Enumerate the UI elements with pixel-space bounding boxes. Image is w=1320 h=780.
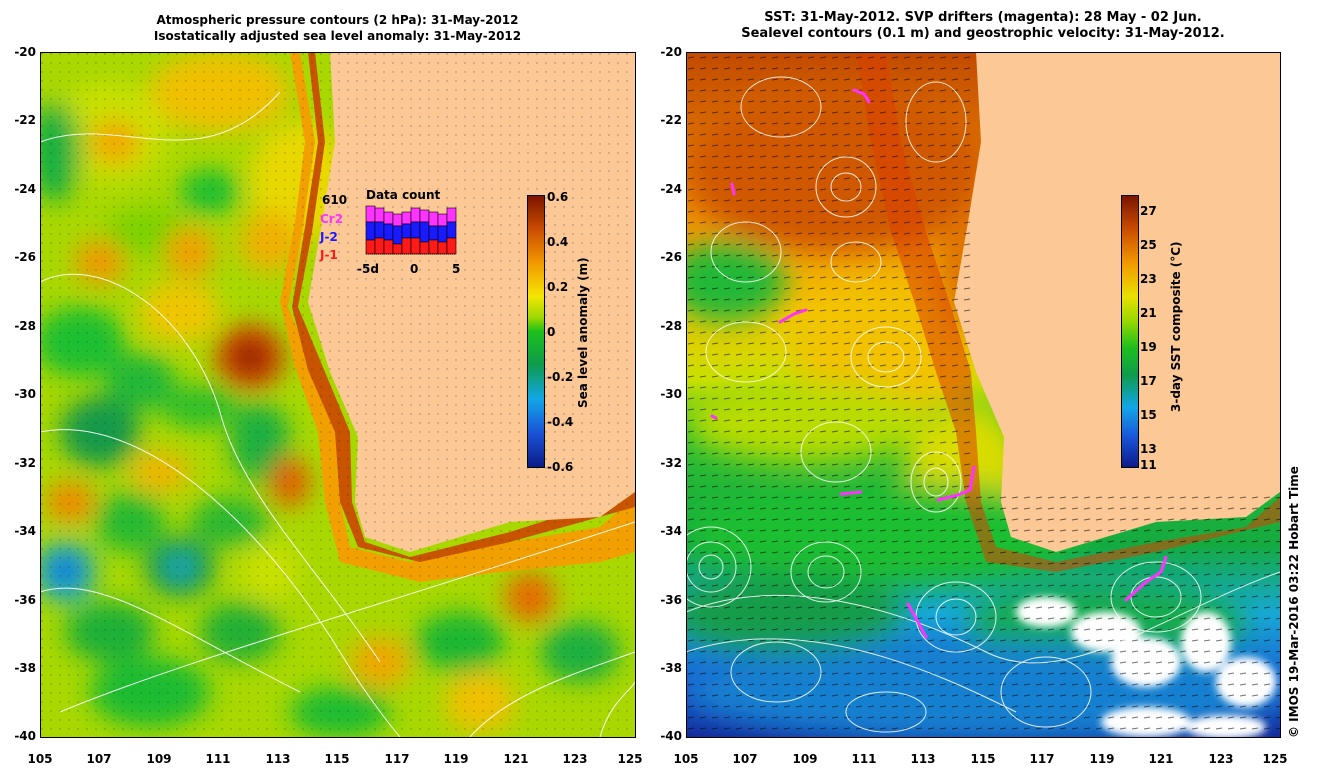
sst-tick-8: 11 — [1140, 458, 1157, 472]
sea-level-colorbar — [527, 195, 545, 468]
lat-tick: -22 — [14, 113, 36, 127]
sst-tick-7: 13 — [1140, 442, 1157, 456]
lon-tick: 121 — [503, 752, 529, 766]
imos-credit: © IMOS 19-Mar-2016 03:22 Hobart Time — [1287, 466, 1301, 738]
lon-tick: 105 — [27, 752, 53, 766]
data-count-axis-min: -5d — [357, 262, 379, 276]
data-count-title: Data count — [366, 188, 441, 202]
lat-tick: -20 — [660, 45, 682, 59]
sea-level-anomaly-field — [40, 52, 635, 737]
lat-tick: -24 — [660, 182, 682, 196]
right-title-line1: SST: 31-May-2012. SVP drifters (magenta)… — [764, 10, 1202, 25]
legend-j2: J-2 — [320, 230, 338, 244]
lat-tick: -24 — [14, 182, 36, 196]
sst-map — [686, 52, 1280, 737]
sst-tick-5: 17 — [1140, 374, 1157, 388]
lat-tick: -26 — [660, 250, 682, 264]
lon-tick: 125 — [617, 752, 643, 766]
lat-tick: -38 — [14, 661, 36, 675]
right-panel-title: SST: 31-May-2012. SVP drifters (magenta)… — [686, 10, 1280, 42]
lon-tick: 113 — [265, 752, 291, 766]
sla-tick-3: 0 — [547, 325, 556, 339]
lat-tick: -34 — [14, 524, 36, 538]
lon-tick: 117 — [1029, 752, 1055, 766]
sla-tick-1: 0.4 — [547, 235, 569, 249]
sla-tick-2: 0.2 — [547, 280, 569, 294]
lat-tick: -38 — [660, 661, 682, 675]
lat-tick: -32 — [660, 456, 682, 470]
lat-tick: -36 — [660, 593, 682, 607]
sst-field — [686, 52, 1280, 737]
lon-tick: 125 — [1262, 752, 1288, 766]
sla-tick-0: 0.6 — [547, 190, 569, 204]
lon-tick: 117 — [384, 752, 410, 766]
lat-tick: -26 — [14, 250, 36, 264]
lat-tick: -34 — [660, 524, 682, 538]
sst-australia-landmass — [954, 52, 1280, 552]
data-count-axis-max: 5 — [452, 262, 461, 276]
sla-colorbar-title: Sea level anomaly (m) — [576, 257, 590, 408]
sst-tick-2: 23 — [1140, 272, 1157, 286]
lat-tick: -40 — [14, 729, 36, 743]
lat-tick: -30 — [660, 387, 682, 401]
lon-tick: 115 — [324, 752, 350, 766]
legend-cr2: Cr2 — [320, 212, 344, 226]
data-count-total: 610 — [322, 193, 348, 207]
lon-tick: 119 — [1089, 752, 1115, 766]
sst-tick-4: 19 — [1140, 340, 1157, 354]
sst-tick-3: 21 — [1140, 306, 1157, 320]
lon-tick: 105 — [673, 752, 699, 766]
sst-colorbar-title: 3-day SST composite (°C) — [1169, 241, 1183, 412]
lat-tick: -40 — [660, 729, 682, 743]
sla-tick-4: -0.2 — [547, 370, 574, 384]
lat-tick: -28 — [660, 319, 682, 333]
left-panel-title: Atmospheric pressure contours (2 hPa): 3… — [40, 12, 635, 44]
lon-tick: 111 — [851, 752, 877, 766]
left-title-line2: Isostatically adjusted sea level anomaly… — [153, 29, 522, 43]
svp-drifter-tracks — [710, 88, 1168, 639]
lon-tick: 109 — [792, 752, 818, 766]
sea-level-anomaly-map — [40, 52, 635, 737]
lon-tick: 107 — [86, 752, 112, 766]
lon-tick: 109 — [146, 752, 172, 766]
lon-tick: 123 — [562, 752, 588, 766]
lon-tick: 121 — [1148, 752, 1174, 766]
lon-tick: 115 — [970, 752, 996, 766]
lat-tick: -22 — [660, 113, 682, 127]
lat-tick: -30 — [14, 387, 36, 401]
lon-tick: 113 — [910, 752, 936, 766]
left-title-line1: Atmospheric pressure contours (2 hPa): 3… — [156, 13, 519, 27]
data-count-histogram — [365, 205, 457, 255]
sst-colorbar — [1121, 195, 1139, 468]
lon-tick: 111 — [205, 752, 231, 766]
sla-tick-6: -0.6 — [547, 460, 574, 474]
lat-tick: -20 — [14, 45, 36, 59]
lon-tick: 107 — [732, 752, 758, 766]
sst-tick-0: 27 — [1140, 204, 1157, 218]
lon-tick: 119 — [443, 752, 469, 766]
sla-tick-5: -0.4 — [547, 415, 574, 429]
lon-tick: 123 — [1208, 752, 1234, 766]
data-count-axis-zero: 0 — [410, 262, 419, 276]
sst-tick-1: 25 — [1140, 238, 1157, 252]
lat-tick: -28 — [14, 319, 36, 333]
right-title-line2: Sealevel contours (0.1 m) and geostrophi… — [741, 26, 1225, 41]
legend-j1: J-1 — [320, 248, 338, 262]
lat-tick: -36 — [14, 593, 36, 607]
lat-tick: -32 — [14, 456, 36, 470]
sst-tick-6: 15 — [1140, 408, 1157, 422]
